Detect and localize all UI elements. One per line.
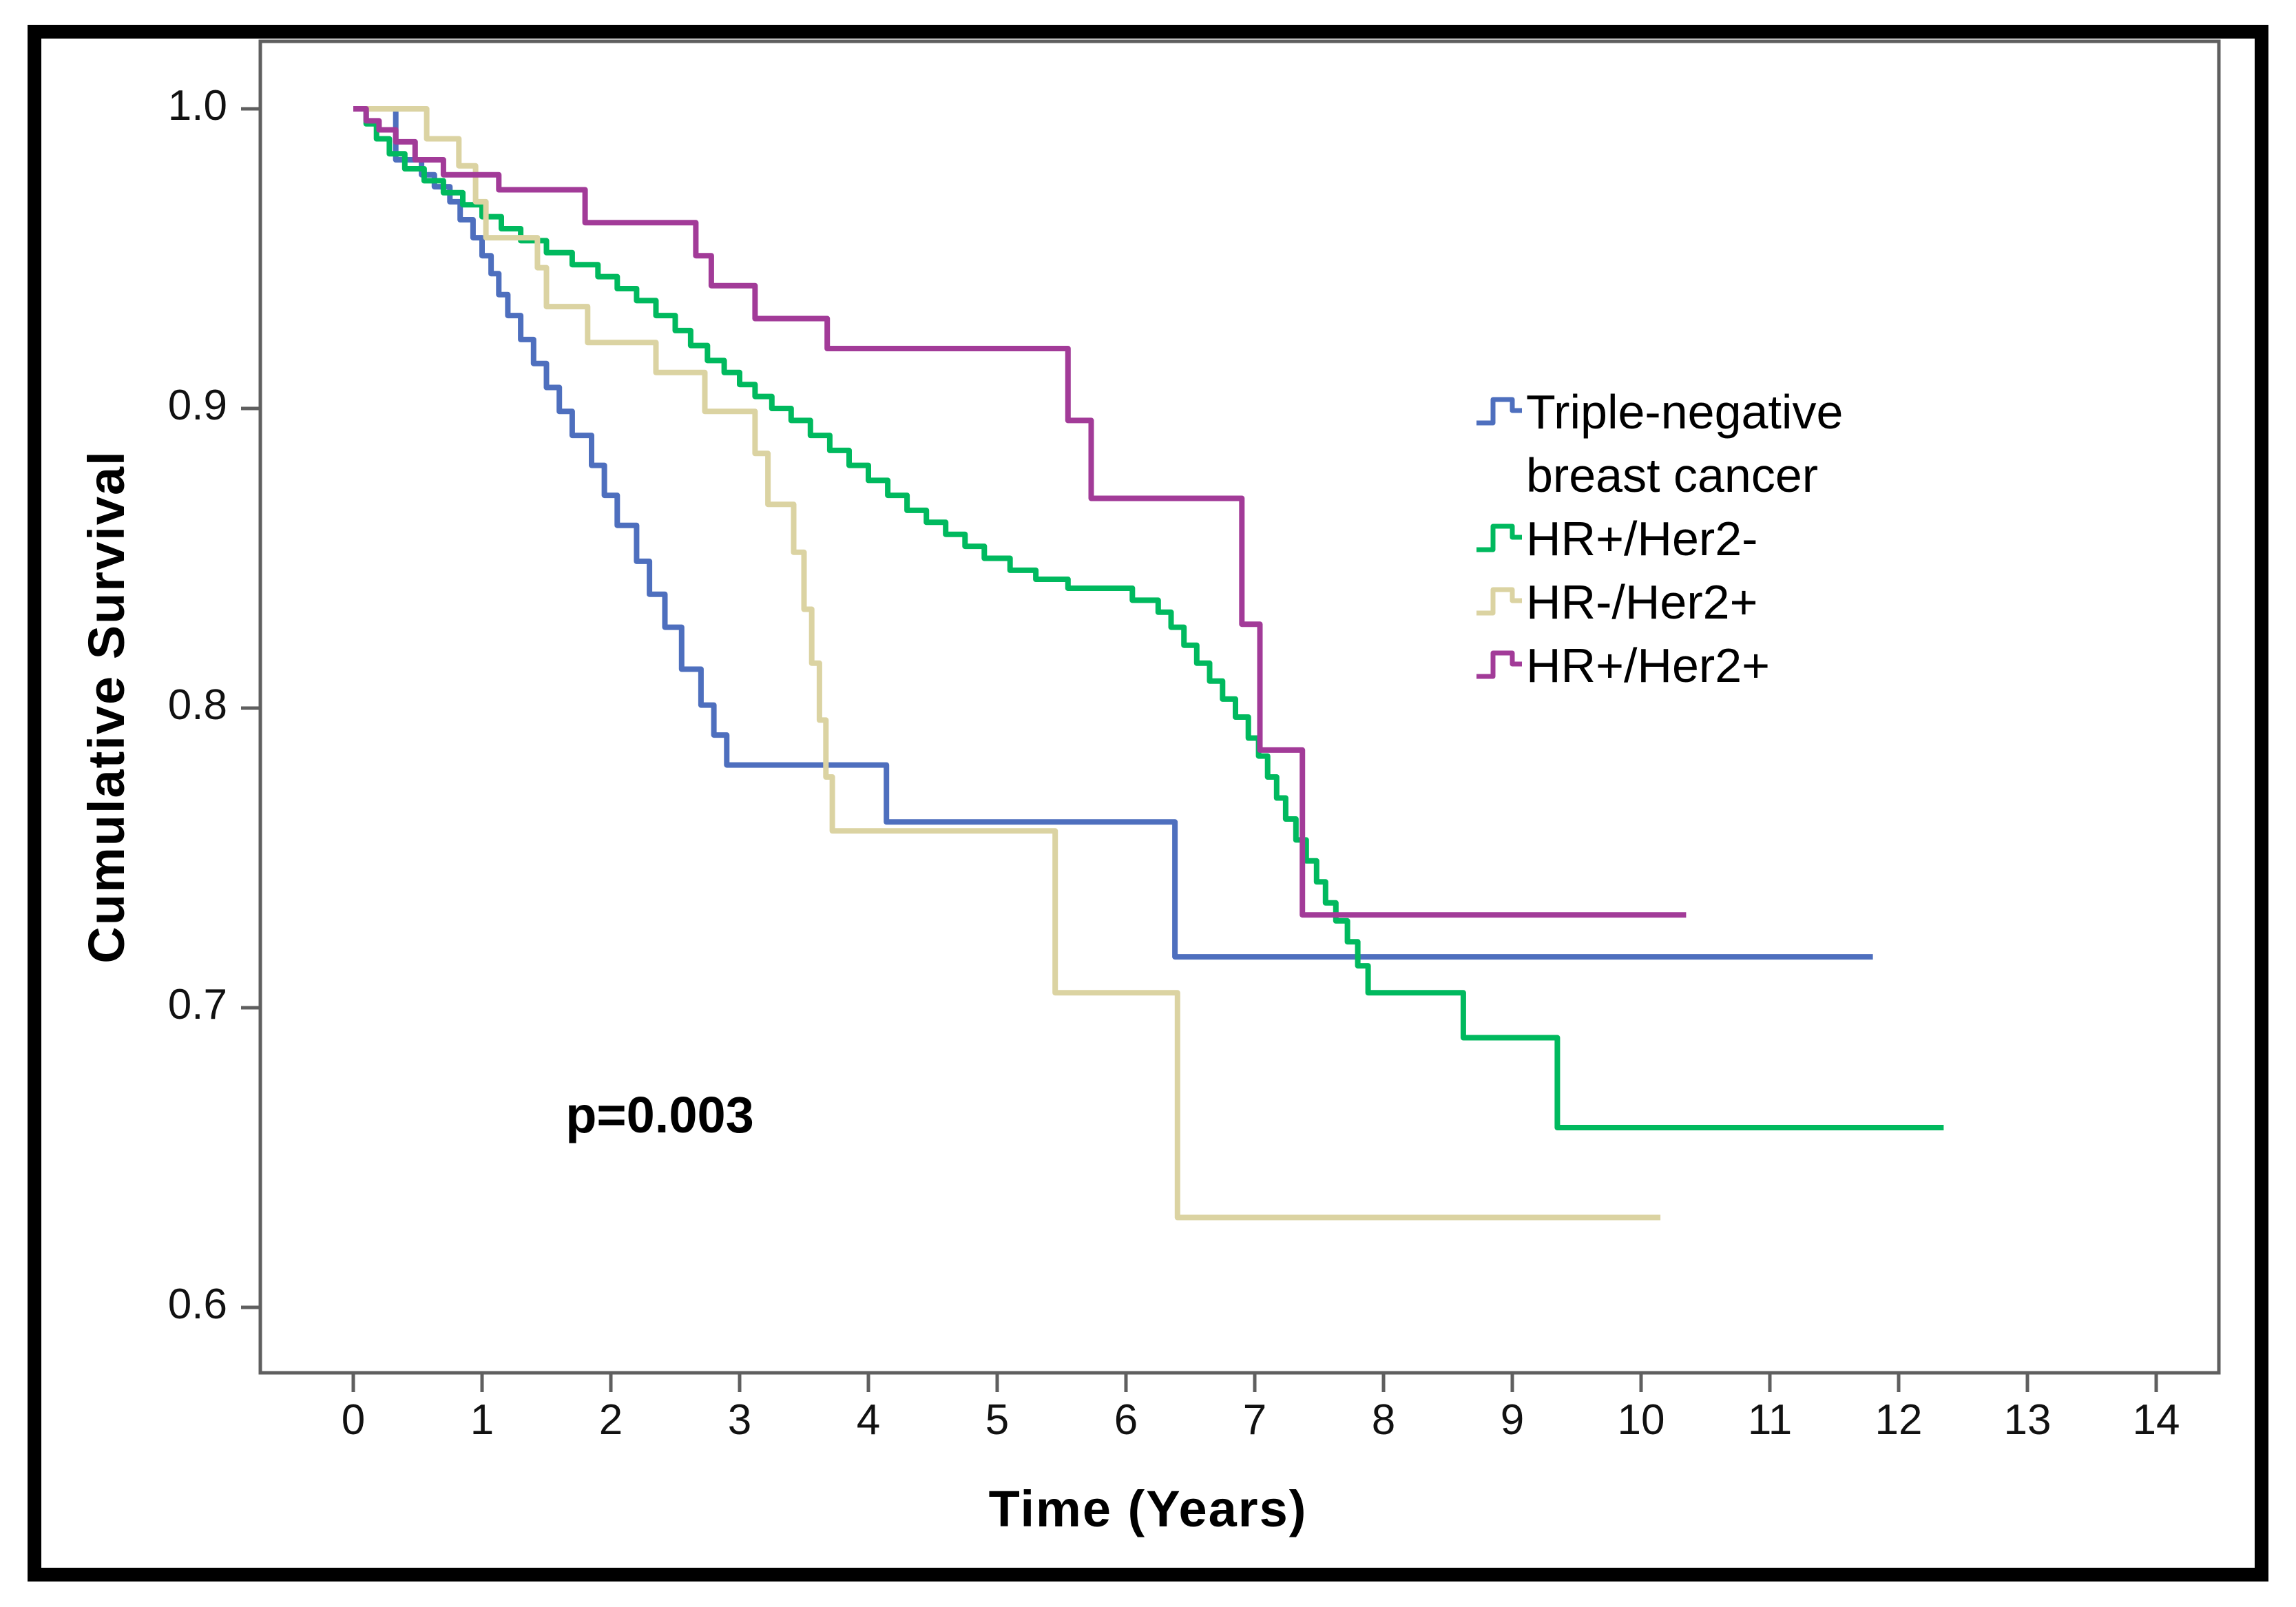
x-axis-title: Time (Years)	[988, 1480, 1308, 1537]
x-tick-label: 2	[598, 1396, 623, 1444]
x-tick-label: 5	[985, 1396, 1010, 1444]
x-tick-label: 8	[1371, 1396, 1396, 1444]
legend-item-hrp_her2p: HR+/Her2+	[1472, 634, 1974, 697]
legend: Triple-negative breast cancer HR+/Her2- HR…	[1472, 380, 1974, 697]
figure-border	[28, 25, 2268, 1582]
x-tick-label: 3	[727, 1396, 752, 1444]
y-tick-label: 0.8	[167, 681, 227, 729]
x-tick-label: 6	[1114, 1396, 1138, 1444]
x-tick-label: 4	[856, 1396, 881, 1444]
legend-step-glyph-icon	[1472, 634, 1526, 697]
legend-label: Triple-negative breast cancer	[1526, 385, 1844, 502]
x-tick-label: 10	[1617, 1396, 1665, 1444]
x-tick-label: 9	[1500, 1396, 1525, 1444]
y-tick-label: 1.0	[167, 82, 227, 129]
x-tick-label: 14	[2132, 1396, 2180, 1444]
y-tick-label: 0.7	[167, 981, 227, 1028]
y-tick-label: 0.9	[167, 382, 227, 429]
legend-item-hrn_her2p: HR-/Her2+	[1472, 570, 1974, 634]
legend-label: HR+/Her2-	[1526, 512, 1758, 566]
legend-step-glyph-icon	[1472, 380, 1526, 444]
legend-item-hrp_her2n: HR+/Her2-	[1472, 507, 1974, 570]
legend-step-glyph-icon	[1472, 507, 1526, 570]
curve-hrp_her2n	[353, 106, 1944, 1130]
x-tick-label: 0	[341, 1396, 366, 1444]
plot-box	[258, 39, 2221, 1375]
x-tick-label: 12	[1875, 1396, 1923, 1444]
legend-label: HR+/Her2+	[1526, 639, 1771, 692]
x-tick-label: 11	[1747, 1396, 1793, 1444]
x-tick-label: 1	[470, 1396, 494, 1444]
p-value-annotation: p=0.003	[565, 1086, 754, 1143]
legend-step-glyph-icon	[1472, 570, 1526, 634]
legend-label: HR-/Her2+	[1526, 575, 1758, 629]
x-tick-label: 7	[1242, 1396, 1267, 1444]
curve-hrn_her2p	[353, 106, 1661, 1221]
x-tick-label: 13	[2003, 1396, 2052, 1444]
curve-hrp_her2p	[353, 106, 1687, 918]
legend-item-triple_negative: Triple-negative breast cancer	[1472, 380, 1974, 507]
y-tick-label: 0.6	[167, 1281, 227, 1328]
